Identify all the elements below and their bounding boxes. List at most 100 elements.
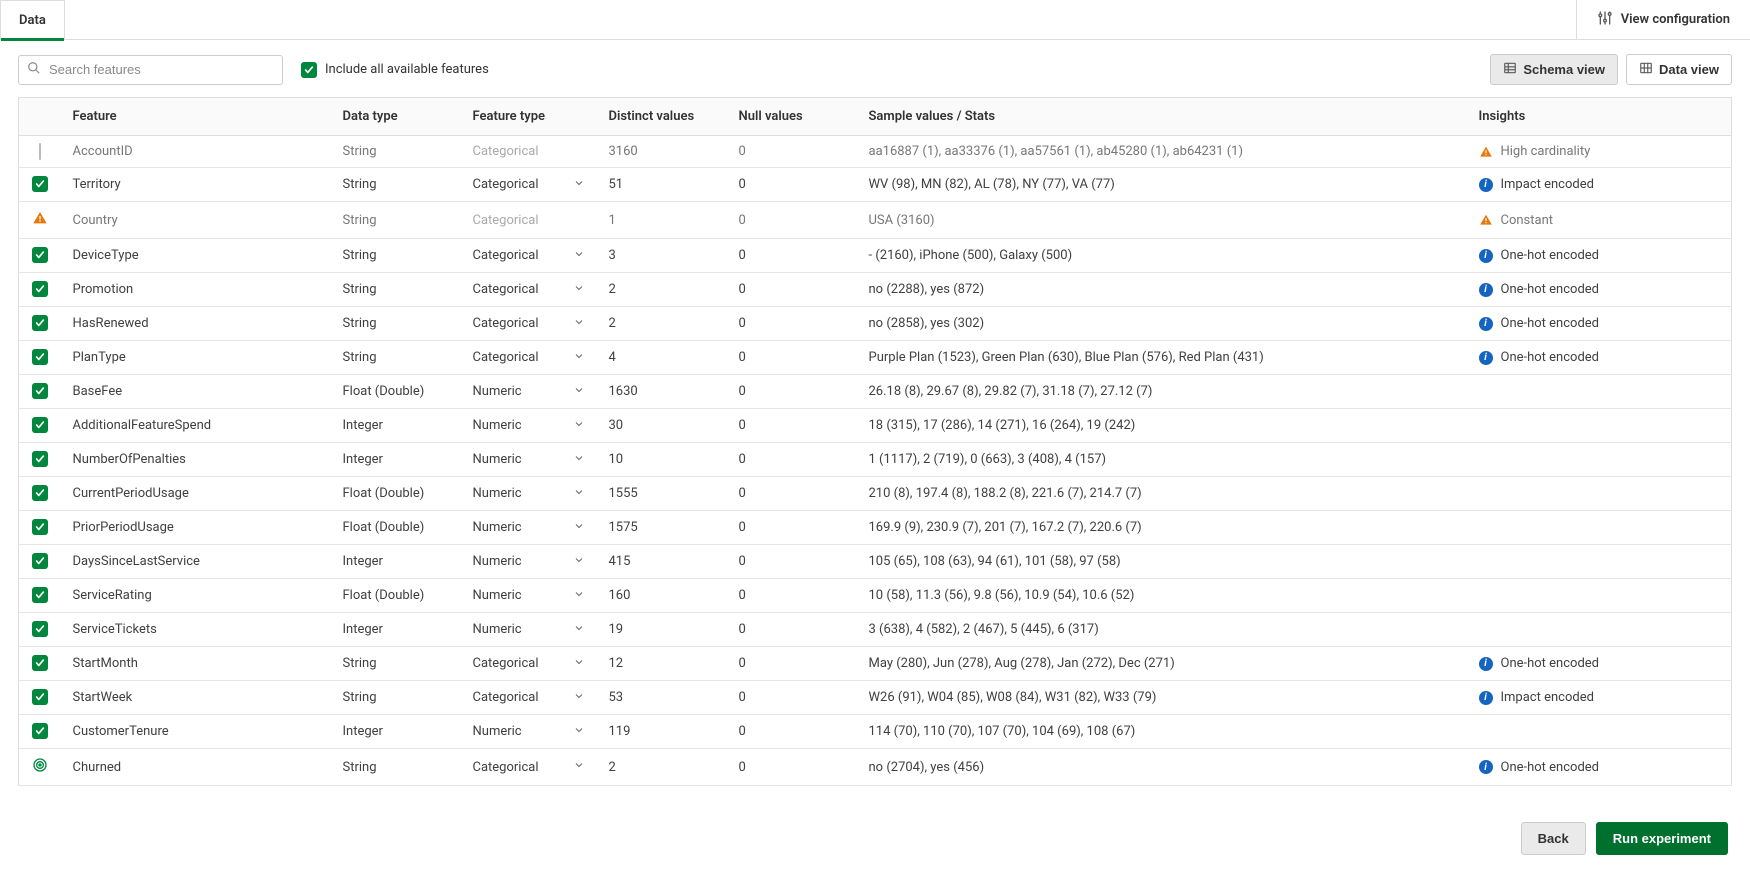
cell-distinct: 1 <box>597 202 727 239</box>
checkbox-checked-icon[interactable] <box>32 315 48 331</box>
table-row: PlanTypeStringCategorical40Purple Plan (… <box>19 341 1732 375</box>
cell-sample: 105 (65), 108 (63), 94 (61), 101 (58), 9… <box>857 545 1467 579</box>
tab-data[interactable]: Data <box>0 0 65 40</box>
cell-distinct: 1575 <box>597 511 727 545</box>
feature-type-select[interactable]: Numeric <box>473 486 585 502</box>
cell-null: 0 <box>727 477 857 511</box>
cell-null: 0 <box>727 579 857 613</box>
checkbox-checked-icon[interactable] <box>32 519 48 535</box>
feature-type-select[interactable]: Categorical <box>473 350 585 366</box>
chevron-down-icon <box>573 690 585 706</box>
info-icon: i <box>1479 691 1493 705</box>
cell-data-type: Float (Double) <box>331 511 461 545</box>
col-feature-type[interactable]: Feature type <box>461 98 597 136</box>
checkbox-checked-icon[interactable] <box>32 587 48 603</box>
feature-type-select[interactable]: Categorical <box>473 316 585 332</box>
cell-sample: 169.9 (9), 230.9 (7), 201 (7), 167.2 (7)… <box>857 511 1467 545</box>
cell-data-type: Float (Double) <box>331 579 461 613</box>
checkbox-checked-icon[interactable] <box>32 349 48 365</box>
cell-null: 0 <box>727 409 857 443</box>
checkbox-checked-icon[interactable] <box>32 383 48 399</box>
info-icon: i <box>1479 178 1493 192</box>
checkbox-checked-icon[interactable] <box>32 689 48 705</box>
feature-type-select[interactable]: Numeric <box>473 622 585 638</box>
cell-data-type: String <box>331 136 461 168</box>
checkbox-checked-icon[interactable] <box>32 417 48 433</box>
feature-type-select[interactable]: Categorical <box>473 248 585 264</box>
data-view-label: Data view <box>1659 62 1719 77</box>
cell-data-type: String <box>331 202 461 239</box>
feature-type-select[interactable]: Numeric <box>473 418 585 434</box>
cell-null: 0 <box>727 168 857 202</box>
cell-null: 0 <box>727 239 857 273</box>
col-insights[interactable]: Insights <box>1467 98 1732 136</box>
data-view-button[interactable]: Data view <box>1626 54 1732 85</box>
feature-type-select[interactable]: Numeric <box>473 384 585 400</box>
checkbox-checked-icon[interactable] <box>32 247 48 263</box>
search-features-input[interactable] <box>47 61 274 78</box>
insight-label: Impact encoded <box>1501 177 1594 192</box>
feature-type-select[interactable]: Categorical <box>473 656 585 672</box>
cell-sample: 1 (1117), 2 (719), 0 (663), 3 (408), 4 (… <box>857 443 1467 477</box>
table-row: DeviceTypeStringCategorical30- (2160), i… <box>19 239 1732 273</box>
feature-type-select[interactable]: Categorical <box>473 759 585 775</box>
cell-feature: PriorPeriodUsage <box>61 511 331 545</box>
cell-null: 0 <box>727 545 857 579</box>
checkbox-empty-icon[interactable] <box>39 143 41 160</box>
checkbox-checked-icon[interactable] <box>32 485 48 501</box>
checkbox-checked-icon[interactable] <box>32 451 48 467</box>
chevron-down-icon <box>573 316 585 332</box>
schema-view-button[interactable]: Schema view <box>1490 54 1618 85</box>
include-all-checkbox[interactable]: Include all available features <box>301 62 489 78</box>
chevron-down-icon <box>573 588 585 604</box>
table-row: ServiceRatingFloat (Double)Numeric160010… <box>19 579 1732 613</box>
col-sample[interactable]: Sample values / Stats <box>857 98 1467 136</box>
target-icon <box>32 757 48 773</box>
feature-type-select[interactable]: Numeric <box>473 554 585 570</box>
col-data-type[interactable]: Data type <box>331 98 461 136</box>
feature-type-select[interactable]: Categorical <box>473 690 585 706</box>
cell-feature: AdditionalFeatureSpend <box>61 409 331 443</box>
checkbox-checked-icon[interactable] <box>32 723 48 739</box>
checkbox-checked-icon[interactable] <box>32 553 48 569</box>
chevron-down-icon <box>573 350 585 366</box>
cell-null: 0 <box>727 511 857 545</box>
feature-type-select[interactable]: Numeric <box>473 452 585 468</box>
col-null[interactable]: Null values <box>727 98 857 136</box>
run-experiment-button[interactable]: Run experiment <box>1596 822 1728 855</box>
cell-data-type: String <box>331 273 461 307</box>
chevron-down-icon <box>573 177 585 193</box>
feature-type-select[interactable]: Numeric <box>473 520 585 536</box>
search-features-box[interactable] <box>18 55 283 85</box>
cell-sample: May (280), Jun (278), Aug (278), Jan (27… <box>857 647 1467 681</box>
checkbox-checked-icon[interactable] <box>32 621 48 637</box>
feature-type-select[interactable]: Numeric <box>473 588 585 604</box>
cell-distinct: 415 <box>597 545 727 579</box>
cell-sample: 210 (8), 197.4 (8), 188.2 (8), 221.6 (7)… <box>857 477 1467 511</box>
table-row: PriorPeriodUsageFloat (Double) Numeric 157… <box>19 511 1732 545</box>
checkbox-checked-icon[interactable] <box>32 281 48 297</box>
cell-feature: DeviceType <box>61 239 331 273</box>
cell-feature: Territory <box>61 168 331 202</box>
back-button[interactable]: Back <box>1521 822 1586 855</box>
cell-sample: 114 (70), 110 (70), 107 (70), 104 (69), … <box>857 715 1467 749</box>
cell-null: 0 <box>727 613 857 647</box>
col-feature[interactable]: Feature <box>61 98 331 136</box>
cell-distinct: 19 <box>597 613 727 647</box>
cell-distinct: 53 <box>597 681 727 715</box>
cell-data-type: String <box>331 307 461 341</box>
cell-feature: StartMonth <box>61 647 331 681</box>
chevron-down-icon <box>573 759 585 775</box>
features-table: Feature Data type Feature type Distinct … <box>18 97 1732 786</box>
feature-type-select[interactable]: Categorical <box>473 282 585 298</box>
schema-icon <box>1503 61 1517 78</box>
feature-type-select[interactable]: Numeric <box>473 724 585 740</box>
feature-type-select[interactable]: Categorical <box>473 177 585 193</box>
chevron-down-icon <box>573 656 585 672</box>
info-icon: i <box>1479 657 1493 671</box>
view-configuration-button[interactable]: View configuration <box>1576 0 1750 39</box>
cell-data-type: String <box>331 749 461 786</box>
col-distinct[interactable]: Distinct values <box>597 98 727 136</box>
checkbox-checked-icon[interactable] <box>32 655 48 671</box>
checkbox-checked-icon[interactable] <box>32 176 48 192</box>
